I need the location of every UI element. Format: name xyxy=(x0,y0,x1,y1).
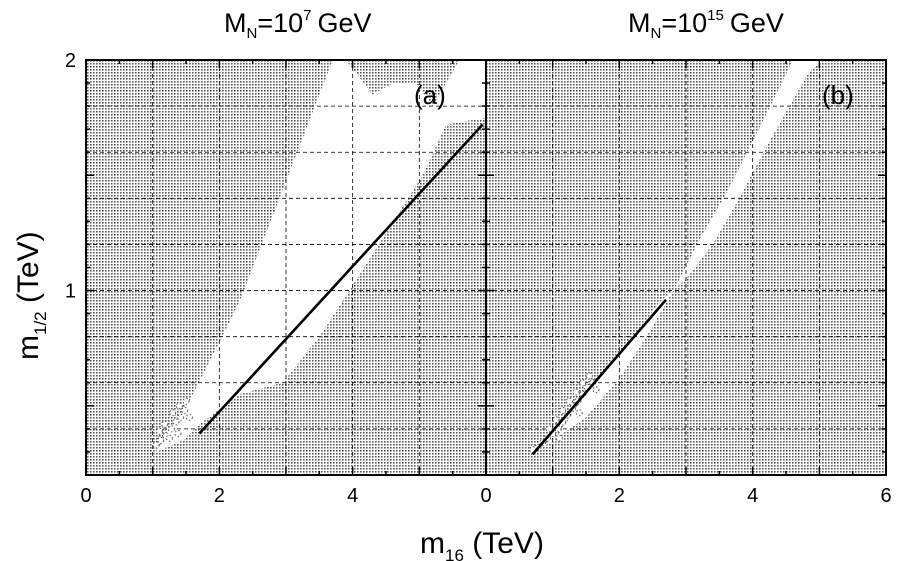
panel-b: 0 2 4 6 (b) xyxy=(480,59,892,507)
data-point xyxy=(185,413,193,421)
data-point xyxy=(572,388,580,396)
y-tick-label: 2 xyxy=(65,50,76,72)
data-point xyxy=(172,418,180,426)
y-tick-label: 1 xyxy=(65,281,76,303)
data-point xyxy=(167,425,175,433)
data-point xyxy=(169,409,177,417)
allowed-region xyxy=(536,60,823,452)
allowed-region xyxy=(156,60,486,452)
x-tick-label: 0 xyxy=(480,485,491,507)
data-point xyxy=(181,406,189,414)
panel-b-title: MN=1015 GeV xyxy=(628,7,784,42)
x-tick-label: 6 xyxy=(880,485,891,507)
data-point xyxy=(157,436,165,444)
panel-a-title: MN=107 GeV xyxy=(224,7,372,42)
y-axis-label: m1/2 (TeV) xyxy=(12,231,50,360)
data-point xyxy=(585,372,593,380)
data-point xyxy=(545,425,553,433)
data-point xyxy=(155,427,163,435)
x-tick-label: 4 xyxy=(747,485,758,507)
data-point xyxy=(182,397,190,405)
data-point xyxy=(152,441,160,449)
x-axis-label: m16 (TeV) xyxy=(420,527,544,561)
panel-tag: (a) xyxy=(414,80,446,110)
x-tick-label: 2 xyxy=(614,485,625,507)
data-point xyxy=(555,434,563,442)
data-point xyxy=(552,416,560,424)
x-tick-label: 0 xyxy=(80,485,91,507)
data-point xyxy=(175,402,183,410)
x-tick-label: 2 xyxy=(214,485,225,507)
fit-line xyxy=(531,298,667,456)
data-point xyxy=(177,413,185,421)
data-point xyxy=(579,379,587,387)
data-point xyxy=(575,409,583,417)
data-point xyxy=(174,430,182,437)
panel-tag: (b) xyxy=(822,80,854,110)
data-point xyxy=(565,397,573,405)
data-point xyxy=(559,406,567,414)
x-tick-label: 4 xyxy=(347,485,358,507)
panel-a: 0 2 4 1 2 (a) xyxy=(65,50,487,507)
data-point xyxy=(592,386,600,394)
data-point xyxy=(165,434,173,442)
fit-line xyxy=(198,123,484,435)
data-point xyxy=(161,420,169,428)
